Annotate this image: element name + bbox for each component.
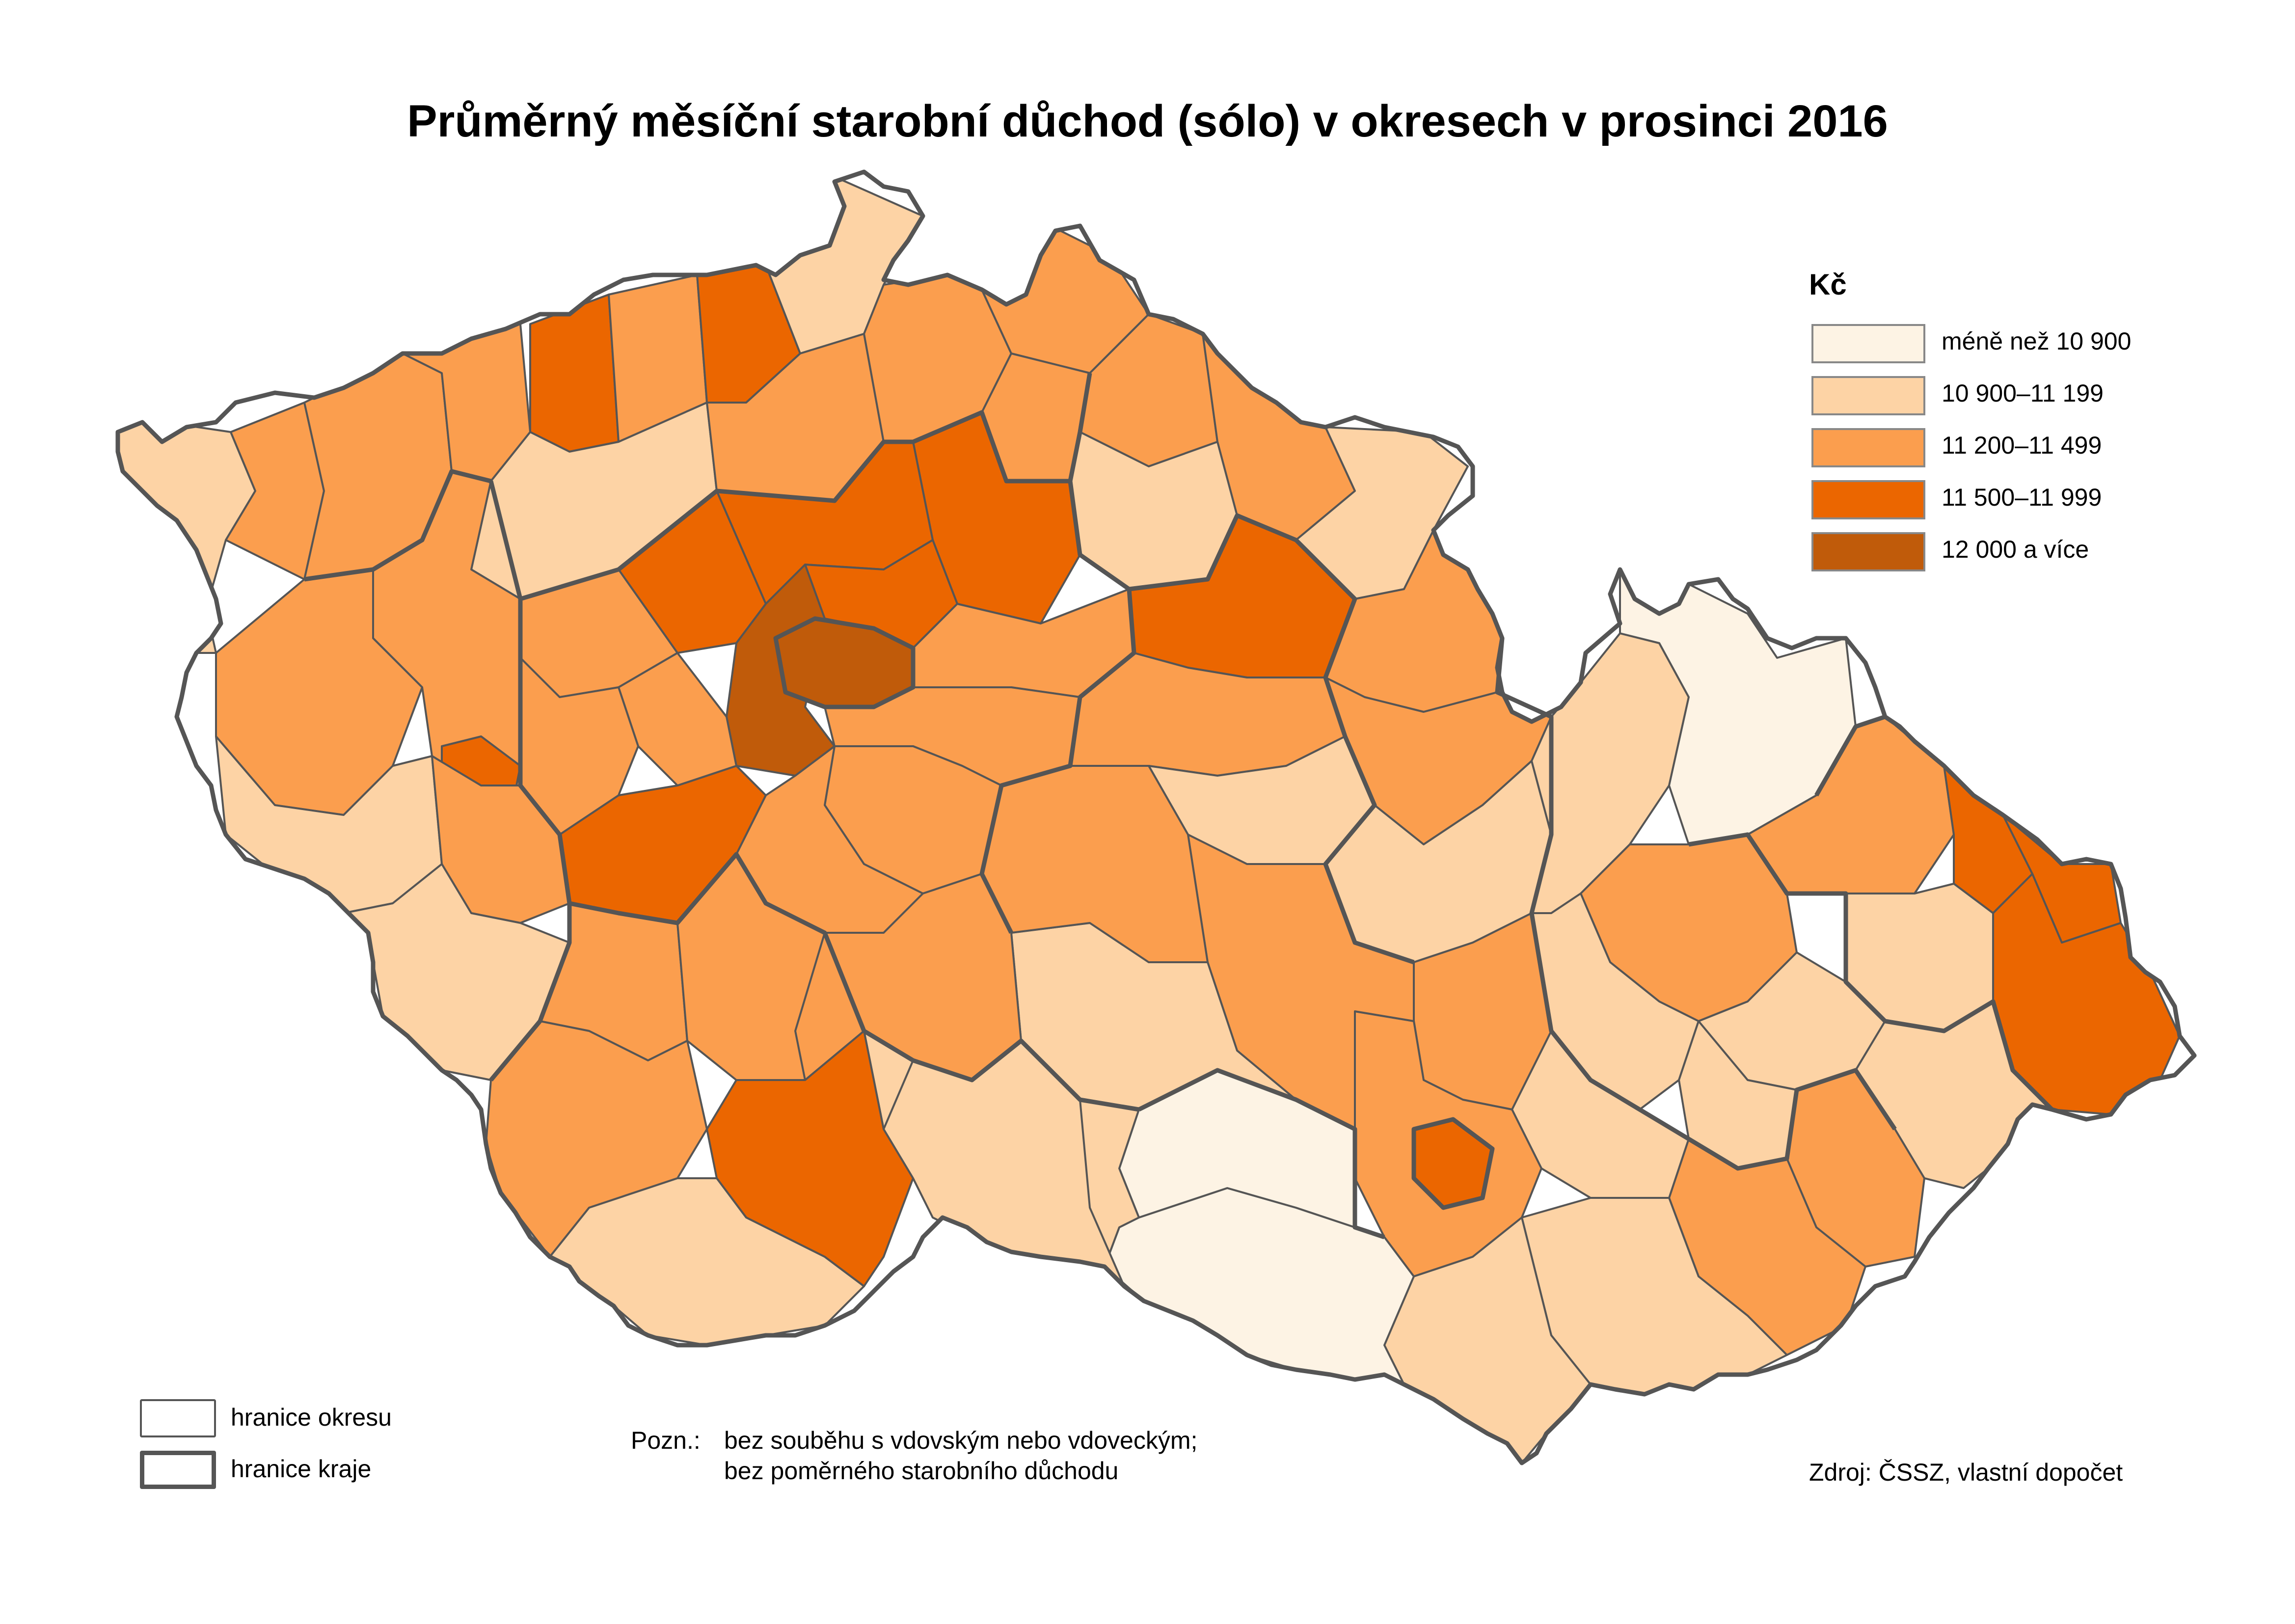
source-note: Zdroj: ČSSZ, vlastní dopočet: [1809, 1459, 2123, 1486]
legend-label-3: 11 200–11 499: [1942, 432, 2102, 459]
legend-title: Kč: [1809, 268, 1847, 301]
legend-swatch-3: [1811, 428, 1925, 467]
legend-label-4: 11 500–11 999: [1942, 484, 2102, 511]
legend-swatch-5: [1811, 532, 1925, 571]
legend-swatch-2: [1811, 376, 1925, 415]
legend-swatch-4: [1811, 480, 1925, 519]
note-line-2: bez poměrného starobního důchodu: [724, 1457, 1119, 1485]
region-borders: [304, 373, 2054, 1240]
note-line-1: bez souběhu s vdovským nebo vdoveckým;: [724, 1427, 1198, 1454]
district-border-label: hranice okresu: [231, 1404, 392, 1431]
region-border-label: hranice kraje: [231, 1455, 372, 1483]
district-znojmo: [1104, 1187, 1415, 1385]
note-label: Pozn.:: [631, 1427, 701, 1454]
legend-swatch-1: [1811, 324, 1925, 363]
region-border-swatch: [140, 1451, 216, 1489]
legend-label-2: 10 900–11 199: [1942, 379, 2104, 407]
map-title: Průměrný měsíční starobní důchod (sólo) …: [407, 96, 1888, 146]
legend-label-5: 12 000 a více: [1942, 536, 2089, 563]
country-border: [115, 169, 2197, 1465]
district-most: [529, 294, 620, 453]
district-cesky-krumlov: [549, 1177, 865, 1346]
legend-label-1: méně než 10 900: [1942, 327, 2132, 355]
district-border-swatch: [140, 1399, 216, 1437]
